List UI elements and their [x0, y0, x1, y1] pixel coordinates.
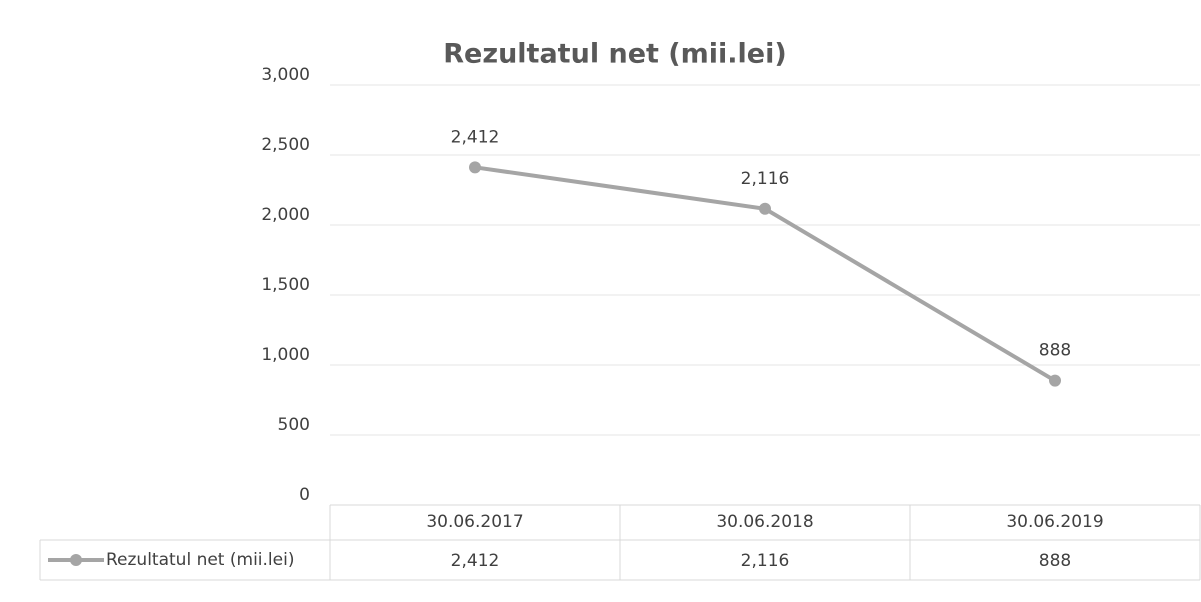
data-label: 888 — [1039, 341, 1071, 361]
legend-label: Rezultatul net (mii.lei) — [106, 550, 294, 570]
y-tick-label: 3,000 — [261, 65, 310, 85]
marker — [469, 161, 481, 174]
y-tick-label: 2,000 — [261, 205, 310, 225]
y-tick-label: 1,500 — [261, 275, 310, 295]
table-value: 888 — [1039, 551, 1071, 571]
y-tick-label: 2,500 — [261, 135, 310, 155]
x-tick-label: 30.06.2017 — [426, 512, 523, 532]
data-label: 2,116 — [741, 169, 790, 189]
x-tick-label: 30.06.2019 — [1006, 512, 1103, 532]
y-tick-label: 0 — [299, 485, 310, 505]
x-tick-label: 30.06.2018 — [716, 512, 813, 532]
marker — [759, 202, 771, 215]
data-label: 2,412 — [451, 127, 500, 147]
legend-marker — [70, 554, 82, 566]
y-tick-label: 500 — [278, 415, 310, 435]
chart-title: Rezultatul net (mii.lei) — [443, 39, 786, 70]
y-tick-label: 1,000 — [261, 345, 310, 365]
marker — [1049, 374, 1061, 387]
table-value: 2,116 — [741, 551, 790, 571]
table-value: 2,412 — [451, 551, 500, 571]
